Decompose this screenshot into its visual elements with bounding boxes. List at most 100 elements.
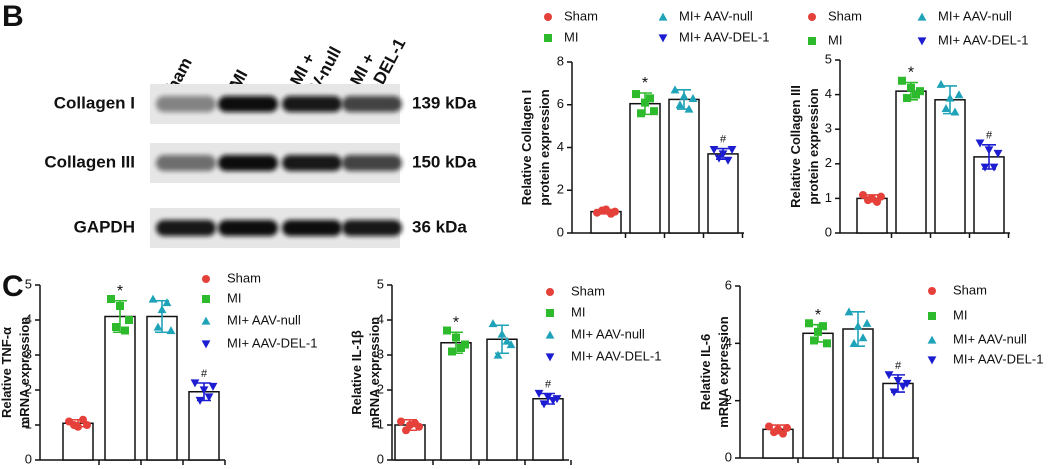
bar (486, 338, 518, 461)
bar (895, 90, 927, 234)
y-tick-label: 6 (725, 277, 732, 292)
data-point (112, 323, 120, 331)
significance-label: # (545, 378, 552, 390)
data-point (779, 429, 787, 438)
significance-label: # (720, 133, 727, 145)
legend-marker (546, 309, 554, 317)
data-point (83, 421, 91, 429)
significance-label: * (815, 307, 821, 324)
data-point (989, 163, 999, 172)
data-point (650, 107, 658, 116)
legend-marker (928, 312, 936, 320)
y-tick-label: 5 (25, 276, 32, 291)
blot-band (218, 220, 278, 236)
y-tick-label: 4 (25, 311, 32, 326)
blot-band (156, 220, 216, 236)
data-point (984, 146, 994, 155)
legend-label: MI+ AAV-null (953, 331, 1027, 346)
legend-label: MI (564, 29, 578, 44)
panel-label: C (2, 270, 24, 303)
data-point (116, 302, 124, 310)
data-point (611, 207, 619, 216)
legend-marker (201, 316, 211, 325)
y-axis-label: Relative IL-1β mRNA expression (349, 317, 382, 429)
y-tick-label: 0 (557, 224, 564, 239)
data-point (903, 94, 911, 103)
data-point (448, 347, 456, 356)
bar (802, 332, 834, 459)
blot-size-label: 36 kDa (412, 217, 467, 236)
data-point (148, 294, 158, 303)
data-point (858, 333, 868, 342)
data-point (783, 423, 791, 432)
blot-size-label: 139 kDa (412, 93, 477, 112)
legend-marker (927, 356, 937, 365)
data-point (936, 79, 946, 88)
legend-marker (658, 12, 668, 21)
y-axis-label-line: protein expression (537, 89, 552, 205)
legend-marker (917, 37, 927, 46)
blot-row-label: Collagen I (54, 93, 135, 112)
bar (707, 153, 739, 234)
y-tick-label: 3 (25, 346, 32, 361)
data-point (898, 382, 908, 391)
legend-marker (658, 34, 668, 43)
data-point (877, 192, 885, 201)
legend-label: Sham (227, 270, 261, 285)
data-point (443, 326, 451, 335)
legend-label: MI+ AAV-DEL-1 (571, 348, 661, 363)
y-tick-label: 2 (725, 392, 732, 407)
blot-band (282, 220, 342, 236)
blot-band (342, 220, 402, 236)
significance-label: * (642, 75, 648, 92)
data-point (862, 318, 872, 327)
y-tick-label: 2 (557, 182, 564, 197)
data-point (502, 336, 512, 345)
legend-label: MI+ AAV-DEL-1 (227, 335, 317, 350)
legend-label: MI+ AAV-null (571, 326, 645, 341)
data-point (893, 377, 903, 385)
blot-row-label: Collagen III (44, 152, 135, 171)
y-tick-label: 1 (25, 416, 32, 431)
y-axis-label: Relative Collagen III protein expression (788, 85, 821, 208)
y-axis-label-line: Relative IL-6 (698, 334, 713, 411)
data-point (632, 90, 640, 99)
legend-marker (202, 295, 210, 303)
bar (188, 391, 220, 461)
y-axis-label-line: Relative Collagen III (788, 85, 803, 208)
data-point (190, 379, 200, 388)
data-point (153, 322, 163, 331)
data-point (902, 379, 912, 388)
data-point (74, 422, 82, 431)
data-point (898, 76, 906, 85)
legend-marker (917, 12, 927, 21)
data-point (552, 395, 562, 404)
data-point (916, 87, 924, 96)
y-axis-label-line: protein expression (806, 88, 821, 204)
data-point (993, 149, 1003, 158)
blot-band (156, 96, 216, 112)
data-point (954, 90, 964, 99)
y-tick-label: 2 (25, 381, 32, 396)
legend-label: MI+ AAV-DEL-1 (938, 32, 1028, 47)
data-point (679, 91, 689, 100)
y-tick-label: 4 (725, 335, 732, 350)
bar (532, 398, 564, 461)
data-point (859, 190, 867, 199)
data-point (980, 163, 990, 172)
data-point (714, 154, 724, 163)
data-point (506, 340, 516, 349)
data-point (121, 326, 129, 335)
y-tick-label: 5 (377, 276, 384, 291)
bar (104, 315, 136, 461)
data-point (637, 109, 645, 118)
y-axis-label-line: Relative TNF-α (0, 327, 14, 418)
bar (856, 197, 888, 234)
y-tick-label: 2 (825, 155, 832, 170)
legend-marker (928, 287, 936, 295)
data-point (723, 156, 733, 165)
data-point (844, 307, 854, 316)
data-point (945, 93, 955, 102)
y-tick-label: 0 (725, 449, 732, 464)
data-point (819, 322, 827, 331)
